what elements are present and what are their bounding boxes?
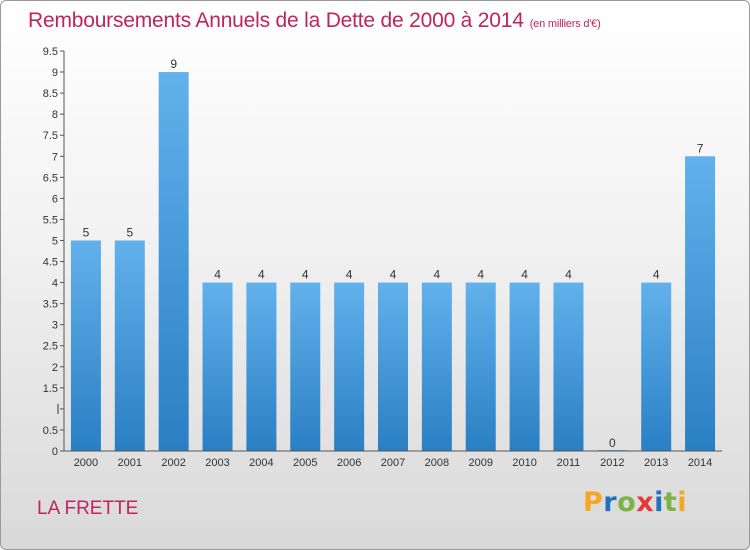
bar-2010	[509, 282, 540, 451]
y-tick-label: 4	[52, 278, 58, 290]
x-tick-label-2014: 2014	[688, 457, 712, 469]
logo-letter: P	[583, 487, 604, 518]
bar-2013	[641, 282, 672, 451]
y-tick-label: 9.5	[43, 46, 58, 58]
x-tick-label-2003: 2003	[205, 457, 229, 469]
logo-letter: x	[636, 487, 655, 518]
data-label-2009: 4	[477, 268, 484, 282]
y-tick-label: 5	[52, 235, 58, 247]
logo-letter: r	[603, 487, 618, 518]
chart-title: Remboursements Annuels de la Dette de 20…	[28, 9, 601, 33]
data-label-2001: 5	[126, 225, 133, 239]
bar-2009	[465, 282, 496, 451]
x-tick-label-2006: 2006	[337, 457, 361, 469]
data-label-2002: 9	[170, 57, 177, 71]
x-tick-label-2011: 2011	[557, 457, 581, 469]
chart-subtitle: (en milliers d'€)	[529, 18, 601, 30]
commune-name: LA FRETTE	[37, 498, 139, 519]
logo-letter: o	[617, 487, 637, 518]
data-label-2014: 7	[697, 141, 704, 155]
data-label-2007: 4	[390, 268, 397, 282]
logo-letter: i	[654, 487, 664, 518]
y-tick-label: 0	[52, 446, 58, 458]
y-tick-label: 4.5	[43, 257, 58, 269]
logo-letter: i	[677, 487, 688, 518]
bar-2000	[70, 240, 101, 451]
x-tick-label-2000: 2000	[74, 457, 98, 469]
y-tick-label: 0.5	[43, 425, 58, 437]
chart-title-text: Remboursements Annuels de la Dette de 20…	[28, 9, 524, 32]
data-label-2000: 5	[83, 225, 90, 239]
axes-group: 2000 2001 2002 2003 2004 2005 2006 2007 2008 2009…	[43, 46, 722, 469]
bar-2005	[290, 282, 321, 451]
data-label-2010: 4	[521, 268, 528, 282]
bar-2011	[553, 282, 584, 451]
bars-group: 5 5 9 4 4 4 4 4 4 4 4 4 0 4 7	[70, 57, 716, 451]
x-tick-label-2004: 2004	[249, 457, 273, 469]
y-tick-label: 9	[52, 67, 58, 79]
data-label-2011: 4	[565, 268, 572, 282]
data-label-2003: 4	[214, 268, 221, 282]
y-tick-label: 2.5	[43, 341, 58, 353]
data-label-2013: 4	[653, 268, 660, 282]
data-label-2008: 4	[434, 268, 441, 282]
x-tick-label-2007: 2007	[381, 457, 405, 469]
bar-2002	[158, 72, 189, 451]
data-label-2006: 4	[346, 268, 353, 282]
y-tick-label: 8.5	[43, 88, 58, 100]
y-tick-label: 1.5	[43, 383, 58, 395]
y-tick-label: 7	[52, 151, 58, 163]
y-tick-label: 7.5	[43, 130, 58, 142]
y-tick-label: 8	[52, 109, 58, 121]
x-tick-label-2010: 2010	[512, 457, 536, 469]
proxiti-logo: Proxiti	[583, 487, 687, 518]
y-tick-label: 6	[52, 193, 58, 205]
x-tick-label-2012: 2012	[600, 457, 624, 469]
y-tick-label: 3.5	[43, 299, 58, 311]
y-tick-label: 5.5	[43, 214, 58, 226]
bar-2007	[378, 282, 408, 451]
x-tick-label-2009: 2009	[468, 457, 492, 469]
x-tick-label-2001: 2001	[118, 457, 142, 469]
data-label-2004: 4	[258, 268, 265, 282]
x-tick-label-2008: 2008	[425, 457, 449, 469]
bar-2008	[421, 282, 452, 451]
y-tick-label: 2	[52, 362, 58, 374]
logo-letter: t	[663, 487, 678, 518]
data-label-2005: 4	[302, 268, 309, 282]
bar-2001	[114, 240, 145, 451]
bar-2004	[246, 282, 277, 451]
y-tick-label: 6.5	[43, 172, 58, 184]
x-tick-label-2013: 2013	[644, 457, 668, 469]
x-tick-label-2005: 2005	[293, 457, 317, 469]
bar-2006	[334, 282, 365, 451]
bar-2014	[685, 156, 716, 451]
x-tick-label-2002: 2002	[161, 457, 185, 469]
bar-2003	[202, 282, 233, 451]
data-label-2012: 0	[609, 436, 616, 450]
y-tick-label: 3	[52, 320, 58, 332]
